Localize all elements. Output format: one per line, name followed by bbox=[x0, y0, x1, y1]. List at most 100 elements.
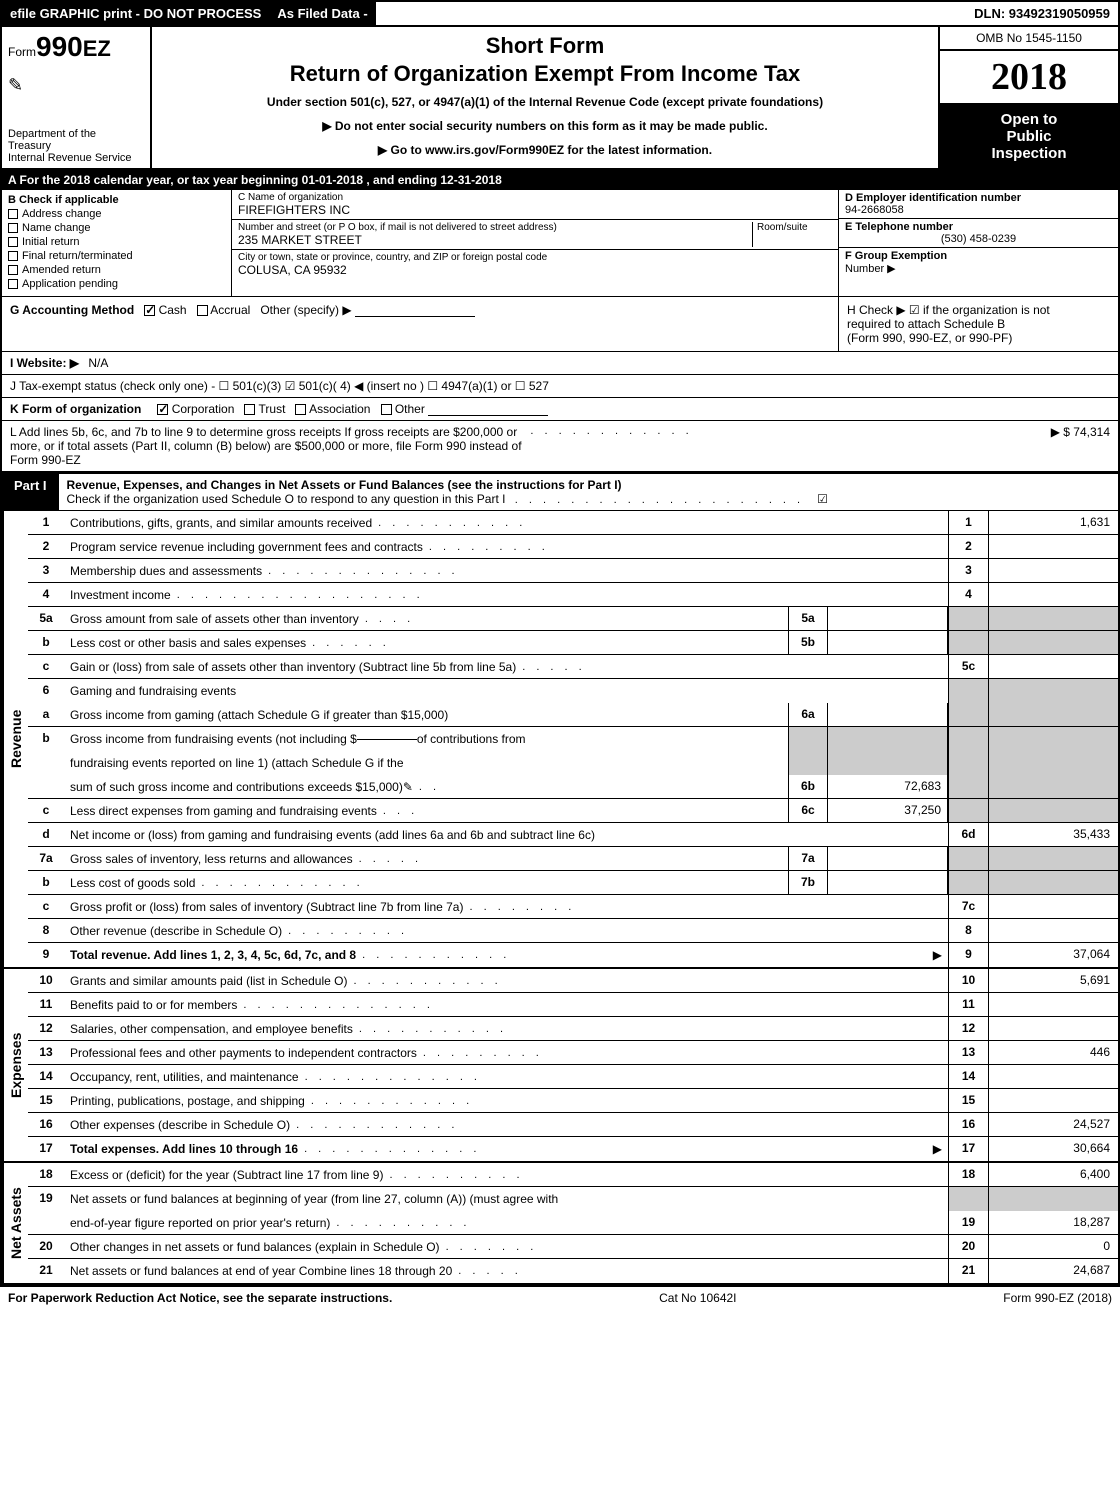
netassets-body: 18 Excess or (deficit) for the year (Sub… bbox=[28, 1163, 1118, 1283]
line-6b-3: sum of such gross income and contributio… bbox=[28, 775, 1118, 799]
header-left: Form990EZ ✎ Department of the Treasury I… bbox=[2, 27, 152, 168]
street-val: 235 MARKET STREET bbox=[238, 233, 752, 247]
omb-number: OMB No 1545-1150 bbox=[940, 27, 1118, 51]
d-label: D Employer identification number bbox=[845, 192, 1112, 204]
val-6b: 72,683 bbox=[828, 775, 948, 798]
expenses-side-label: Expenses bbox=[2, 969, 28, 1161]
revenue-section: Revenue 1 Contributions, gifts, grants, … bbox=[2, 511, 1118, 969]
inspection-3: Inspection bbox=[944, 145, 1114, 162]
val-3 bbox=[988, 559, 1118, 582]
line-1: 1 Contributions, gifts, grants, and simi… bbox=[28, 511, 1118, 535]
expenses-section: Expenses 10 Grants and similar amounts p… bbox=[2, 969, 1118, 1163]
val-7a bbox=[828, 847, 948, 870]
chk-initial-return[interactable]: Initial return bbox=[8, 236, 225, 248]
val-16: 24,527 bbox=[988, 1113, 1118, 1136]
line-6a: a Gross income from gaming (attach Sched… bbox=[28, 703, 1118, 727]
cell-phone: E Telephone number (530) 458-0239 bbox=[839, 219, 1118, 248]
line-6: 6 Gaming and fundraising events bbox=[28, 679, 1118, 703]
street-label: Number and street (or P O box, if mail i… bbox=[238, 222, 752, 233]
g-accounting: G Accounting Method Cash Accrual Other (… bbox=[2, 297, 838, 351]
city-val: COLUSA, CA 95932 bbox=[238, 263, 832, 277]
row-gh: G Accounting Method Cash Accrual Other (… bbox=[2, 297, 1118, 352]
d-val: 94-2668058 bbox=[845, 204, 1112, 216]
val-19: 18,287 bbox=[988, 1211, 1118, 1234]
row-i-website: I Website: ▶ N/A bbox=[2, 352, 1118, 375]
val-2 bbox=[988, 535, 1118, 558]
val-6c: 37,250 bbox=[828, 799, 948, 822]
l-text: L Add lines 5b, 6c, and 7b to line 9 to … bbox=[10, 425, 524, 467]
line-21: 21 Net assets or fund balances at end of… bbox=[28, 1259, 1118, 1283]
val-17: 30,664 bbox=[988, 1137, 1118, 1161]
col-b-checkboxes: B Check if applicable Address change Nam… bbox=[2, 190, 232, 296]
header-mid: Short Form Return of Organization Exempt… bbox=[152, 27, 938, 168]
revenue-side-label: Revenue bbox=[2, 511, 28, 967]
cell-city: City or town, state or province, country… bbox=[232, 250, 838, 279]
revenue-body: 1 Contributions, gifts, grants, and simi… bbox=[28, 511, 1118, 967]
form-number: Form990EZ bbox=[8, 31, 144, 63]
inspection-block: Open to Public Inspection bbox=[940, 105, 1118, 168]
g-label: G Accounting Method bbox=[10, 303, 134, 317]
chk-accrual[interactable] bbox=[197, 305, 208, 316]
col-c-org-info: C Name of organization FIREFIGHTERS INC … bbox=[232, 190, 838, 296]
line-9: 9 Total revenue. Add lines 1, 2, 3, 4, 5… bbox=[28, 943, 1118, 967]
line-14: 14 Occupancy, rent, utilities, and maint… bbox=[28, 1065, 1118, 1089]
line-13: 13 Professional fees and other payments … bbox=[28, 1041, 1118, 1065]
val-5b bbox=[828, 631, 948, 654]
check-if-applicable: B Check if applicable bbox=[8, 194, 225, 206]
line-6b-1: b Gross income from fundraising events (… bbox=[28, 727, 1118, 751]
asfiled-label: As Filed Data - bbox=[269, 2, 375, 25]
city-label: City or town, state or province, country… bbox=[238, 252, 832, 263]
val-7b bbox=[828, 871, 948, 894]
i-val: N/A bbox=[88, 356, 108, 370]
chk-amended-return[interactable]: Amended return bbox=[8, 264, 225, 276]
h-text2: required to attach Schedule B bbox=[847, 317, 1110, 331]
arrow-line-2: ▶ Go to www.irs.gov/Form990EZ for the la… bbox=[162, 143, 928, 157]
val-13: 446 bbox=[988, 1041, 1118, 1064]
chk-trust[interactable] bbox=[244, 404, 255, 415]
c-label: C Name of organization bbox=[238, 192, 832, 203]
val-15 bbox=[988, 1089, 1118, 1112]
val-11 bbox=[988, 993, 1118, 1016]
attach-icon[interactable]: ✎ bbox=[403, 780, 413, 794]
line-5b: b Less cost or other basis and sales exp… bbox=[28, 631, 1118, 655]
val-7c bbox=[988, 895, 1118, 918]
val-1: 1,631 bbox=[988, 511, 1118, 534]
footer-mid: Cat No 10642I bbox=[659, 1291, 736, 1305]
chk-other[interactable] bbox=[381, 404, 392, 415]
k-label: K Form of organization bbox=[10, 402, 141, 416]
subtitle: Under section 501(c), 527, or 4947(a)(1)… bbox=[162, 95, 928, 109]
val-20: 0 bbox=[988, 1235, 1118, 1258]
efile-label: efile GRAPHIC print - DO NOT PROCESS bbox=[2, 2, 269, 25]
h-text1: H Check ▶ ☑ if the organization is not bbox=[847, 303, 1110, 317]
dept-line2: Treasury bbox=[8, 140, 144, 152]
arrow-line-1: ▶ Do not enter social security numbers o… bbox=[162, 119, 928, 133]
chk-address-change[interactable]: Address change bbox=[8, 208, 225, 220]
line6b-amount-input[interactable] bbox=[357, 739, 417, 740]
line-6c: c Less direct expenses from gaming and f… bbox=[28, 799, 1118, 823]
line-5c: c Gain or (loss) from sale of assets oth… bbox=[28, 655, 1118, 679]
part1-title: Revenue, Expenses, and Changes in Net As… bbox=[67, 478, 622, 492]
part1-title-block: Revenue, Expenses, and Changes in Net As… bbox=[59, 474, 1118, 510]
line-17: 17 Total expenses. Add lines 10 through … bbox=[28, 1137, 1118, 1161]
cell-ein: D Employer identification number 94-2668… bbox=[839, 190, 1118, 219]
chk-application-pending[interactable]: Application pending bbox=[8, 278, 225, 290]
val-12 bbox=[988, 1017, 1118, 1040]
val-6d: 35,433 bbox=[988, 823, 1118, 846]
dept-line3: Internal Revenue Service bbox=[8, 152, 144, 164]
k-other-input[interactable] bbox=[428, 415, 548, 416]
chk-corporation[interactable] bbox=[157, 404, 168, 415]
chk-cash[interactable] bbox=[144, 305, 155, 316]
chk-final-return[interactable]: Final return/terminated bbox=[8, 250, 225, 262]
f-label2: Number ▶ bbox=[845, 263, 896, 275]
form-num: 990 bbox=[36, 31, 83, 62]
h-text3: (Form 990, 990-EZ, or 990-PF) bbox=[847, 331, 1110, 345]
val-5a bbox=[828, 607, 948, 630]
chk-association[interactable] bbox=[295, 404, 306, 415]
line-7b: b Less cost of goods sold. . . . . . . .… bbox=[28, 871, 1118, 895]
val-21: 24,687 bbox=[988, 1259, 1118, 1283]
g-other-input[interactable] bbox=[355, 316, 475, 317]
chk-name-change[interactable]: Name change bbox=[8, 222, 225, 234]
topbar: efile GRAPHIC print - DO NOT PROCESS As … bbox=[2, 2, 1118, 27]
part1-header: Part I Revenue, Expenses, and Changes in… bbox=[2, 472, 1118, 511]
i-label: I Website: ▶ bbox=[10, 356, 79, 370]
